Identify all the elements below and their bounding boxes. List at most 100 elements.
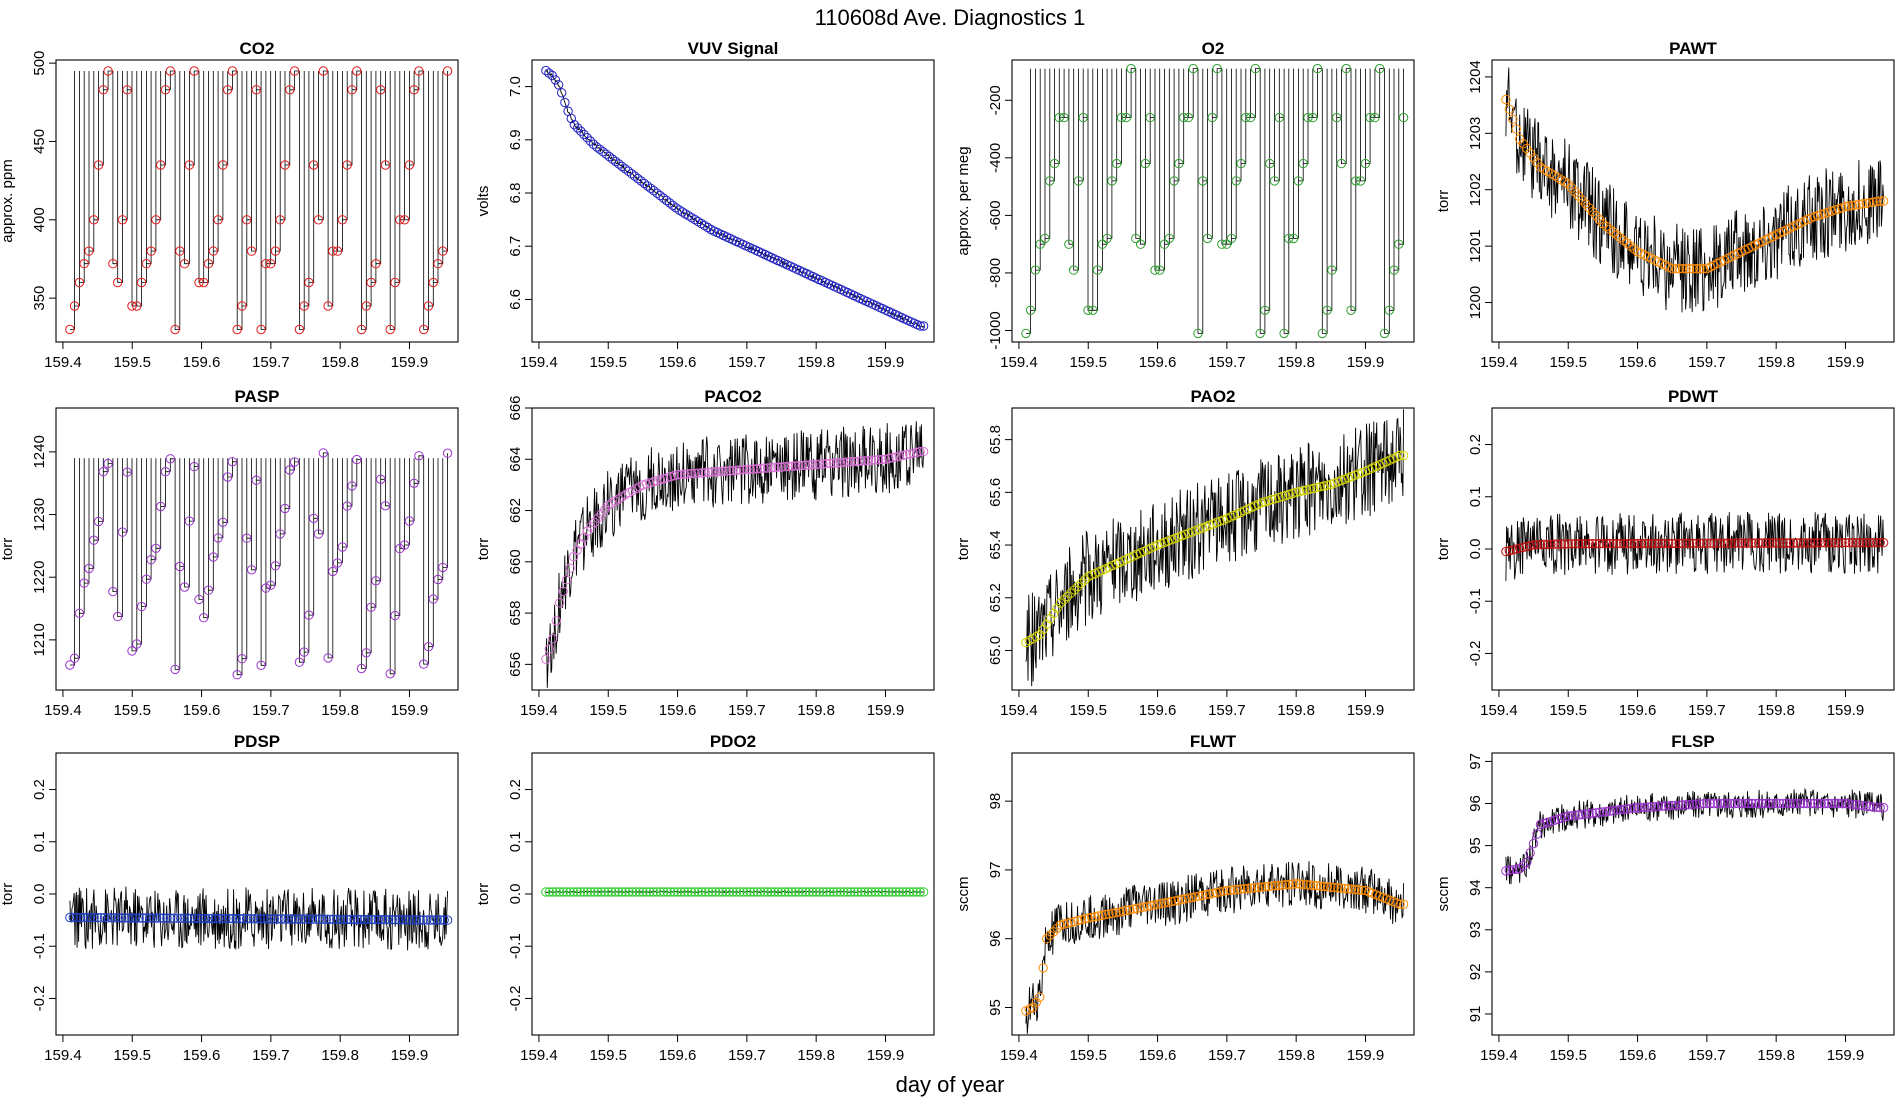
avg-point xyxy=(352,914,363,925)
avg-point xyxy=(1281,880,1291,890)
panel-title-o2: O2 xyxy=(1202,39,1225,58)
avg-point xyxy=(1107,176,1117,186)
avg-point xyxy=(1674,800,1684,810)
avg-point xyxy=(1291,487,1301,497)
avg-point xyxy=(1546,539,1556,549)
avg-point xyxy=(1263,881,1274,892)
avg-point xyxy=(700,887,710,897)
avg-point xyxy=(1298,879,1308,890)
y-tick-label: 0.0 xyxy=(31,884,48,905)
avg-point xyxy=(1069,265,1079,275)
avg-point xyxy=(217,913,228,924)
avg-point xyxy=(113,611,123,622)
x-tick-label: 159.9 xyxy=(391,354,429,371)
avg-point xyxy=(1619,538,1629,549)
avg-point xyxy=(290,914,300,924)
avg-point xyxy=(1667,264,1677,274)
avg-point xyxy=(1504,104,1515,115)
avg-point xyxy=(419,659,429,669)
avg-point xyxy=(1139,902,1149,912)
avg-point xyxy=(1615,538,1625,549)
avg-point xyxy=(849,887,859,897)
avg-point xyxy=(1875,803,1885,813)
avg-point xyxy=(1771,798,1781,809)
panel-title-vuv-signal: VUV Signal xyxy=(688,39,779,58)
avg-point xyxy=(1346,884,1357,894)
avg-point xyxy=(832,887,842,897)
x-tick-label: 159.5 xyxy=(1069,1047,1107,1064)
avg-point xyxy=(165,454,176,464)
y-tick-label: -200 xyxy=(987,85,1004,115)
avg-point xyxy=(752,887,762,897)
x-tick-label: 159.7 xyxy=(1208,354,1246,371)
avg-point xyxy=(1677,538,1688,548)
avg-point xyxy=(108,259,118,269)
panel-vuv-signal: VUV Signal volts 159.4 159.5 159.6 159.7 159.8… xyxy=(475,39,935,371)
avg-point xyxy=(749,887,759,897)
avg-point xyxy=(1315,482,1326,492)
avg-point xyxy=(136,277,147,288)
avg-point xyxy=(1346,305,1356,315)
avg-point xyxy=(1522,541,1532,552)
avg-point xyxy=(804,887,814,897)
avg-point xyxy=(797,460,807,471)
avg-point xyxy=(1677,264,1688,274)
x-tick-label: 159.6 xyxy=(1139,354,1177,371)
avg-point xyxy=(255,914,266,924)
panel-title-pdwt: PDWT xyxy=(1668,387,1719,406)
avg-point xyxy=(170,664,180,675)
avg-point xyxy=(1833,538,1844,548)
avg-point xyxy=(1308,112,1318,123)
avg-point xyxy=(1795,538,1806,548)
avg-point xyxy=(783,887,794,897)
avg-point xyxy=(1298,486,1308,496)
avg-point xyxy=(280,914,290,924)
avg-point xyxy=(1740,538,1750,548)
avg-point xyxy=(856,887,866,897)
x-tick-label: 159.4 xyxy=(44,1047,82,1064)
avg-point xyxy=(604,151,614,162)
raw-trace xyxy=(69,886,449,951)
avg-point xyxy=(642,181,653,191)
avg-point xyxy=(1750,798,1761,809)
avg-point xyxy=(1159,898,1170,908)
avg-point xyxy=(342,501,352,511)
avg-point xyxy=(870,455,880,465)
avg-point xyxy=(1256,882,1267,892)
avg-point xyxy=(84,563,94,574)
avg-point xyxy=(915,321,926,331)
avg-point xyxy=(1055,920,1066,930)
x-tick-label: 159.9 xyxy=(1827,354,1865,371)
x-tick-label: 159.8 xyxy=(797,1047,835,1064)
avg-point xyxy=(1202,233,1213,244)
avg-point xyxy=(620,887,631,897)
avg-point xyxy=(1816,798,1826,809)
avg-point xyxy=(1107,908,1118,918)
avg-point xyxy=(342,160,352,170)
avg-point xyxy=(1695,264,1705,274)
avg-point xyxy=(1539,539,1549,550)
avg-point xyxy=(1375,63,1385,74)
avg-point xyxy=(613,887,624,897)
avg-point xyxy=(808,460,818,470)
avg-point xyxy=(870,887,880,897)
avg-point xyxy=(1778,798,1788,809)
avg-point xyxy=(176,913,186,923)
avg-point xyxy=(752,464,762,474)
avg-point xyxy=(1785,798,1795,809)
avg-point xyxy=(1854,800,1865,810)
y-axis-label-co2: approx. ppm xyxy=(0,159,16,242)
avg-point xyxy=(275,529,285,539)
series-flwt xyxy=(1021,861,1409,1034)
avg-point xyxy=(1215,887,1225,897)
avg-point xyxy=(1241,112,1251,123)
panel-title-co2: CO2 xyxy=(240,39,275,58)
panel-title-pasp: PASP xyxy=(234,387,279,406)
avg-point xyxy=(304,610,314,620)
avg-point xyxy=(1671,800,1681,811)
avg-point xyxy=(1847,200,1858,211)
avg-point xyxy=(1816,538,1826,548)
avg-point xyxy=(1225,885,1236,895)
avg-point xyxy=(1757,798,1768,809)
y-tick-label: 96 xyxy=(1467,795,1484,812)
